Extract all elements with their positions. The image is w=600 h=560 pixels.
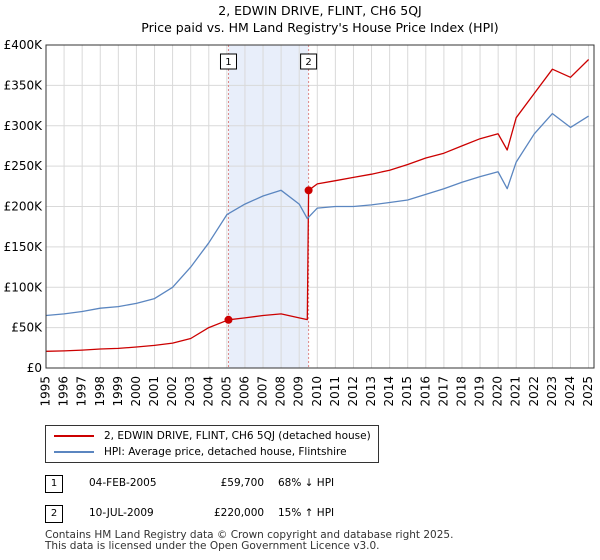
sale-label-box: [219, 53, 237, 70]
legend-item-property: 2, EDWIN DRIVE, FLINT, CH6 5QJ (detached…: [54, 430, 371, 442]
chart-subtitle: Price paid vs. HM Land Registry's House …: [141, 20, 498, 35]
sale-hpi-change: 15% ↑ HPI: [278, 507, 335, 519]
y-tick-label: £150K: [4, 240, 44, 254]
legend-label-property: 2, EDWIN DRIVE, FLINT, CH6 5QJ (detached…: [104, 430, 371, 442]
x-tick-label: 1998: [93, 376, 107, 407]
y-tick-label: £300K: [4, 119, 44, 133]
x-tick-label: 2020: [491, 376, 505, 407]
x-tick-label: 2003: [183, 376, 197, 407]
x-tick-label: 2023: [545, 376, 559, 407]
x-tick-label: 2017: [436, 376, 450, 407]
x-tick-label: 2004: [201, 376, 215, 407]
price-chart: 2, EDWIN DRIVE, FLINT, CH6 5QJ Price pai…: [4, 3, 595, 407]
x-tick-label: 2009: [292, 376, 306, 407]
sale-date: 04-FEB-2005: [89, 477, 157, 489]
chart-title: 2, EDWIN DRIVE, FLINT, CH6 5QJ: [218, 3, 422, 18]
sale-point: [304, 186, 313, 195]
x-tick-label: 2025: [581, 376, 595, 407]
plot-frame: [45, 44, 595, 369]
y-tick-label: £400K: [4, 38, 44, 52]
y-tick-label: £50K: [11, 321, 43, 335]
sale-price: £59,700: [220, 477, 264, 489]
x-tick-label: 1997: [75, 376, 89, 407]
legend-swatch-property: [54, 435, 94, 437]
x-tick-label: 2024: [563, 376, 577, 407]
sale-label-box: [300, 53, 318, 70]
sale-price: £220,000: [214, 507, 265, 519]
x-tick-label: 2015: [400, 376, 414, 407]
x-tick-label: 2016: [418, 376, 432, 407]
legend: 2, EDWIN DRIVE, FLINT, CH6 5QJ (detached…: [45, 425, 379, 463]
x-tick-label: 1999: [111, 376, 125, 407]
x-tick-label: 2021: [509, 376, 523, 407]
x-tick-label: 2018: [454, 376, 468, 407]
sale-label-text: 2: [305, 57, 311, 68]
sale-point: [224, 315, 233, 324]
y-tick-label: £0: [27, 361, 42, 375]
y-tick-label: £350K: [4, 78, 44, 92]
hpi-line: [45, 112, 589, 317]
x-tick-label: 2011: [328, 376, 342, 407]
y-tick-label: £100K: [4, 280, 44, 294]
footer-licence: This data is licensed under the Open Gov…: [45, 540, 380, 552]
sale-number-badge: 2: [45, 505, 63, 523]
x-tick-label: 2007: [256, 376, 270, 407]
x-tick-label: 2010: [310, 376, 324, 407]
x-tick-label: 2005: [219, 376, 233, 407]
x-tick-label: 2001: [147, 376, 161, 407]
x-tick-label: 2008: [274, 376, 288, 407]
sale-hpi-change: 68% ↓ HPI: [278, 477, 335, 489]
x-tick-label: 2006: [237, 376, 251, 407]
x-tick-label: 2014: [382, 376, 396, 407]
x-tick-label: 2019: [473, 376, 487, 407]
x-tick-label: 2012: [346, 376, 360, 407]
footer: Contains HM Land Registry data © Crown c…: [45, 530, 453, 552]
legend-item-hpi: HPI: Average price, detached house, Flin…: [54, 446, 347, 458]
sale-label-text: 1: [225, 57, 231, 68]
property-price-line: [45, 59, 590, 352]
legend-swatch-hpi: [54, 451, 94, 453]
sale-number-badge: 1: [45, 475, 63, 493]
footer-copyright: Contains HM Land Registry data © Crown c…: [45, 529, 454, 541]
x-tick-label: 2002: [165, 376, 179, 407]
x-tick-label: 2022: [527, 376, 541, 407]
x-tick-label: 2000: [129, 376, 143, 407]
y-tick-label: £200K: [4, 200, 44, 214]
x-tick-label: 1996: [57, 376, 71, 407]
legend-label-hpi: HPI: Average price, detached house, Flin…: [104, 446, 347, 458]
y-tick-label: £250K: [4, 159, 44, 173]
x-tick-label: 2013: [364, 376, 378, 407]
sale-date: 10-JUL-2009: [89, 507, 154, 519]
x-tick-label: 1995: [39, 376, 53, 407]
